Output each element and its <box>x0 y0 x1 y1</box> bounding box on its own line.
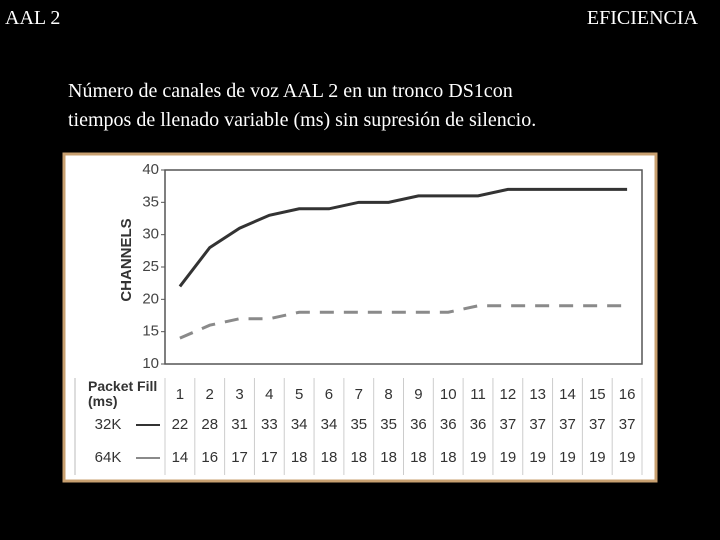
table-value: 14 <box>172 449 189 466</box>
x-tick-label: 9 <box>414 386 422 403</box>
y-tick-label: 20 <box>142 290 159 307</box>
x-tick-label: 2 <box>206 386 214 403</box>
x-tick-label: 10 <box>440 386 457 403</box>
table-value: 37 <box>529 416 546 433</box>
table-value: 19 <box>619 449 636 466</box>
table-value: 18 <box>410 449 427 466</box>
table-value: 34 <box>321 416 338 433</box>
x-tick-label: 5 <box>295 386 303 403</box>
x-tick-label: 1 <box>176 386 184 403</box>
legend-label: 64K <box>95 449 122 466</box>
series-line <box>179 304 628 340</box>
table-value: 35 <box>350 416 367 433</box>
x-tick-label: 12 <box>500 386 517 403</box>
table-value: 37 <box>500 416 517 433</box>
slide-title-right: EFICIENCIA <box>586 7 698 29</box>
table-value: 22 <box>172 416 189 433</box>
table-value: 35 <box>380 416 397 433</box>
x-axis-label: Packet Fill (ms) <box>88 378 158 409</box>
x-tick-label: 4 <box>265 386 273 403</box>
table-value: 18 <box>321 449 338 466</box>
table-value: 37 <box>619 416 636 433</box>
x-tick-label: 13 <box>529 386 546 403</box>
caption-line: tiempos de llenado variable (ms) sin sup… <box>68 109 537 131</box>
table-value: 17 <box>261 449 278 466</box>
caption-line: Número de canales de voz AAL 2 en un tro… <box>68 80 513 102</box>
x-tick-label: 11 <box>470 386 486 403</box>
table-value: 28 <box>201 416 218 433</box>
table-value: 16 <box>201 449 218 466</box>
table-value: 19 <box>529 449 546 466</box>
y-tick-label: 25 <box>142 258 159 275</box>
table-value: 18 <box>350 449 367 466</box>
series-line <box>178 187 628 288</box>
table-value: 19 <box>559 449 576 466</box>
x-tick-label: 16 <box>619 386 636 403</box>
table-value: 31 <box>231 416 248 433</box>
table-value: 37 <box>559 416 576 433</box>
table-value: 37 <box>589 416 606 433</box>
table-value: 19 <box>500 449 517 466</box>
x-tick-label: 8 <box>384 386 392 403</box>
x-tick-label: 6 <box>325 386 333 403</box>
table-value: 36 <box>440 416 457 433</box>
table-value: 19 <box>589 449 606 466</box>
table-value: 36 <box>410 416 427 433</box>
x-tick-label: 14 <box>559 386 576 403</box>
x-tick-label: 3 <box>235 386 243 403</box>
table-value: 18 <box>291 449 308 466</box>
table-value: 34 <box>291 416 308 433</box>
table-value: 33 <box>261 416 278 433</box>
chart-panel <box>62 152 658 483</box>
x-tick-label: 15 <box>589 386 606 403</box>
y-tick-label: 40 <box>142 161 159 178</box>
slide-title-left: AAL 2 <box>5 7 61 29</box>
table-value: 18 <box>380 449 397 466</box>
y-tick-label: 10 <box>142 355 159 372</box>
y-axis-label: CHANNELS <box>118 218 135 301</box>
legend-label: 32K <box>95 416 122 433</box>
table-value: 18 <box>440 449 457 466</box>
x-tick-label: 7 <box>355 386 363 403</box>
table-value: 36 <box>470 416 487 433</box>
y-tick-label: 30 <box>142 226 159 243</box>
table-value: 19 <box>470 449 487 466</box>
table-value: 17 <box>231 449 248 466</box>
y-tick-label: 15 <box>142 323 159 340</box>
y-tick-label: 35 <box>142 193 159 210</box>
